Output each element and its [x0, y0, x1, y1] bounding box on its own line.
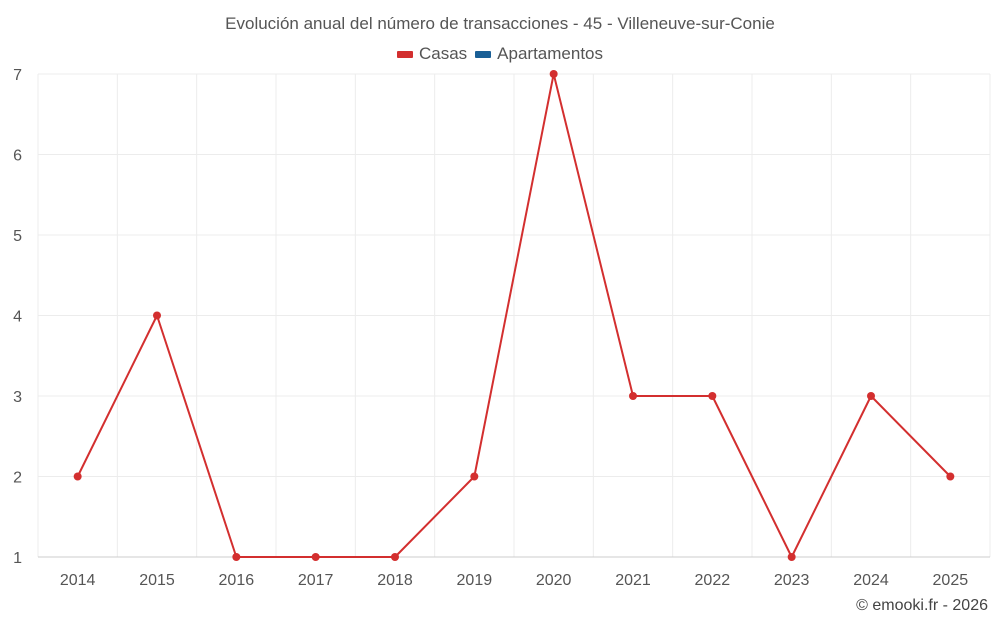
- x-tick-label: 2021: [615, 572, 651, 589]
- data-point: [153, 311, 161, 320]
- data-point: [311, 553, 320, 561]
- y-tick-label: 3: [13, 389, 22, 406]
- legend-label-apartamentos: Apartamentos: [497, 44, 604, 63]
- x-tick-label: 2016: [219, 572, 255, 589]
- legend-swatch-casas: [396, 50, 413, 58]
- data-point: [867, 392, 875, 400]
- x-tick-label: 2023: [774, 572, 810, 589]
- x-tick-label: 2017: [298, 572, 334, 589]
- data-point: [73, 472, 82, 481]
- x-tick-label: 2014: [60, 572, 96, 589]
- x-tick-label: 2025: [933, 572, 969, 589]
- data-point: [787, 553, 796, 561]
- y-tick-label: 7: [13, 67, 22, 84]
- legend-item-apartamentos[interactable]: Apartamentos: [475, 44, 603, 64]
- y-tick-label: 1: [13, 550, 22, 567]
- x-tick-label: 2024: [853, 572, 889, 589]
- y-tick-label: 5: [13, 228, 22, 245]
- x-tick-label: 2015: [139, 572, 175, 589]
- data-point: [708, 392, 717, 400]
- x-tick-label: 2020: [536, 572, 572, 589]
- x-tick-label: 2019: [457, 572, 493, 589]
- legend: Casas Apartamentos: [0, 44, 1000, 64]
- legend-item-casas[interactable]: Casas: [396, 44, 468, 64]
- y-tick-label: 4: [13, 309, 22, 326]
- data-point: [470, 472, 479, 481]
- x-tick-label: 2018: [377, 572, 413, 589]
- data-point: [391, 553, 399, 561]
- chart-title: Evolución anual del número de transaccio…: [225, 14, 775, 33]
- series-line-casas: [76, 73, 952, 558]
- legend-swatch-apartamentos: [475, 50, 492, 58]
- credit-text: © emooki.fr - 2026: [856, 597, 988, 614]
- x-tick-label: 2022: [695, 572, 731, 589]
- y-tick-label: 6: [13, 148, 22, 165]
- y-tick-label: 2: [13, 470, 22, 487]
- data-point: [946, 472, 955, 481]
- data-point: [549, 70, 558, 78]
- data-point: [629, 392, 637, 400]
- legend-label-casas: Casas: [418, 44, 468, 63]
- data-point: [232, 553, 241, 561]
